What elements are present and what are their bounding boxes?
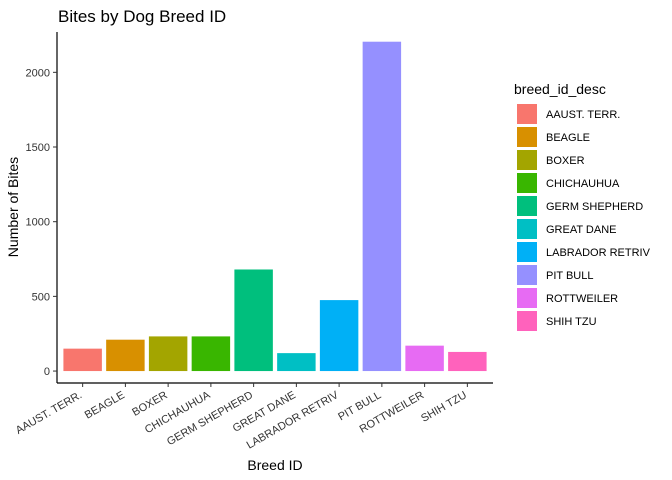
bar-boxer [148, 336, 188, 372]
legend: breed_id_desc AAUST. TERR. BEAGLE BOXER CHI… [514, 81, 651, 331]
y-axis-title: Number of Bites [5, 157, 21, 257]
legend-label: AAUST. TERR. [546, 109, 620, 121]
bar-germ-shepherd [234, 269, 273, 372]
bar-great-dane [277, 353, 316, 372]
x-axis-title: Breed ID [247, 457, 302, 473]
legend-label: ROTTWEILER [546, 293, 618, 305]
legend-swatch [517, 288, 537, 308]
legend-label: CHICHAUHUA [546, 178, 620, 190]
y-tick-label: 1000 [26, 217, 50, 229]
bar-pit-bull [362, 41, 402, 372]
legend-label: LABRADOR RETRIV [546, 247, 651, 259]
legend-swatch [517, 196, 537, 216]
bar-chichauhua [191, 336, 231, 372]
legend-label: BOXER [546, 155, 585, 167]
chart-title: Bites by Dog Breed ID [58, 7, 226, 26]
legend-title: breed_id_desc [514, 81, 606, 97]
legend-label: SHIH TZU [546, 316, 597, 328]
legend-swatch [517, 104, 537, 124]
legend-swatch [517, 173, 537, 193]
bar-aaust-terr [63, 348, 102, 372]
legend-swatch [517, 311, 537, 331]
legend-label: PIT BULL [546, 270, 594, 282]
legend-label: GREAT DANE [546, 224, 617, 236]
legend-swatch [517, 150, 537, 170]
y-tick-label: 0 [44, 366, 50, 378]
legend-swatch [517, 219, 537, 239]
bar-labrador-retriv [319, 300, 359, 372]
x-tick-label: BEAGLE [83, 389, 127, 421]
x-tick-label: AAUST. TERR. [14, 389, 84, 437]
bar-rottweiler [405, 345, 444, 372]
bar-beagle [106, 339, 145, 372]
y-tick-label: 2000 [26, 67, 50, 79]
legend-label: GERM SHEPHERD [546, 201, 643, 213]
x-tick-label: SHIH TZU [419, 389, 469, 425]
legend-swatch [517, 127, 537, 147]
legend-swatch [517, 265, 537, 285]
legend-swatch [517, 242, 537, 262]
legend-label: BEAGLE [546, 132, 590, 144]
y-tick-label: 1500 [26, 142, 50, 154]
bar-shih-tzu [448, 351, 487, 372]
y-tick-label: 500 [32, 291, 50, 303]
